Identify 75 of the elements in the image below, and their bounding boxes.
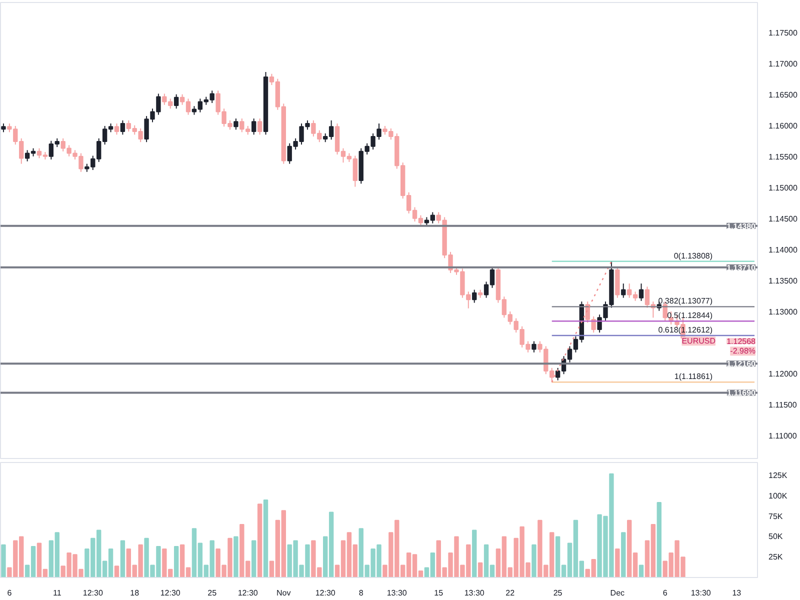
x-tick-label: 18 [130, 588, 140, 598]
ref-line-label: 1.12160 [726, 360, 756, 369]
y-tick-label: 75K [768, 512, 784, 521]
x-tick-label: 22 [506, 588, 516, 598]
candlestick [621, 283, 626, 298]
series-label: 1(1.11861) [674, 372, 713, 382]
x-tick-label: 13:30 [386, 588, 408, 598]
y-tick-label: 1.17500 [768, 28, 798, 38]
x-tick-label: 11 [52, 588, 62, 598]
y-tick-label: 100K [768, 491, 788, 500]
y-tick-label: 125K [768, 471, 788, 480]
x-tick-label: 6 [7, 588, 12, 598]
y-tick-label: 1.11000 [768, 432, 798, 441]
x-tick-label: 12:30 [315, 588, 336, 598]
x-tick-label: 12:30 [82, 588, 104, 598]
x-tick-label: 12:30 [238, 588, 258, 598]
y-tick-label: 1.15500 [768, 152, 798, 162]
candlestick [120, 120, 126, 136]
y-tick-label: 1.14000 [768, 245, 798, 254]
candlestick [257, 118, 262, 136]
x-tick-label: 15 [434, 588, 444, 598]
y-tick-label: 1.14500 [768, 214, 798, 224]
annotation: -2.98% [730, 346, 756, 356]
bar [234, 536, 238, 578]
y-tick-label: 1.13500 [768, 276, 798, 286]
x-tick-label: 13:30 [464, 588, 485, 598]
bar [656, 502, 662, 578]
ref-line-label: 1.13710 [726, 263, 756, 272]
x-tick-label: 25 [208, 588, 218, 598]
bar [251, 540, 256, 578]
series-label: 0.382(1.13077) [658, 296, 713, 306]
candlestick [251, 118, 256, 136]
series-label: 0(1.13808) [674, 251, 713, 260]
x-tick-label: 13:30 [690, 588, 712, 598]
y-tick-label: 1.17000 [768, 59, 798, 68]
bar [478, 562, 483, 578]
ref-line-label: 1.14380 [726, 222, 756, 231]
annotation: 1.12568 [726, 337, 756, 346]
y-tick-label: 1.15000 [768, 183, 798, 192]
candlestick [234, 118, 238, 130]
x-tick-label: 12:30 [160, 588, 181, 598]
y-tick-label: 1.11500 [768, 400, 798, 410]
x-tick-label: Dec [610, 588, 625, 598]
y-tick-label: 50K [768, 532, 784, 542]
bar [621, 532, 626, 578]
candlestick [472, 289, 477, 304]
y-tick-label: 25K [768, 552, 784, 562]
bar [1, 544, 6, 578]
candlestick [532, 340, 536, 353]
bar [638, 564, 644, 578]
bar [532, 544, 536, 578]
y-tick-label: 1.13000 [768, 307, 798, 316]
x-tick-label: 6 [662, 588, 668, 598]
bar [174, 546, 179, 578]
y-tick-label: 1.16500 [768, 90, 798, 100]
annotation: EURUSD [682, 336, 716, 346]
bar [257, 504, 262, 578]
x-tick-label: 8 [358, 588, 364, 598]
series-label: 0.5(1.12844) [667, 311, 713, 320]
x-tick-label: Nov [276, 588, 291, 598]
candlestick [174, 94, 179, 110]
candlestick [638, 283, 644, 302]
bar [615, 548, 620, 578]
series-label: 0.618(1.12612) [658, 326, 713, 335]
line-series [551, 260, 612, 383]
y-tick-label: 1.12000 [768, 370, 798, 379]
bar [263, 500, 268, 578]
x-tick-label: 25 [553, 588, 563, 598]
bar [472, 530, 477, 578]
y-tick-label: 1.16000 [768, 121, 798, 130]
ref-line-label: 1.11690 [727, 388, 756, 398]
x-tick-label: 13 [732, 588, 742, 598]
bar [120, 540, 126, 578]
bar [114, 566, 120, 578]
candlestick [114, 122, 120, 136]
